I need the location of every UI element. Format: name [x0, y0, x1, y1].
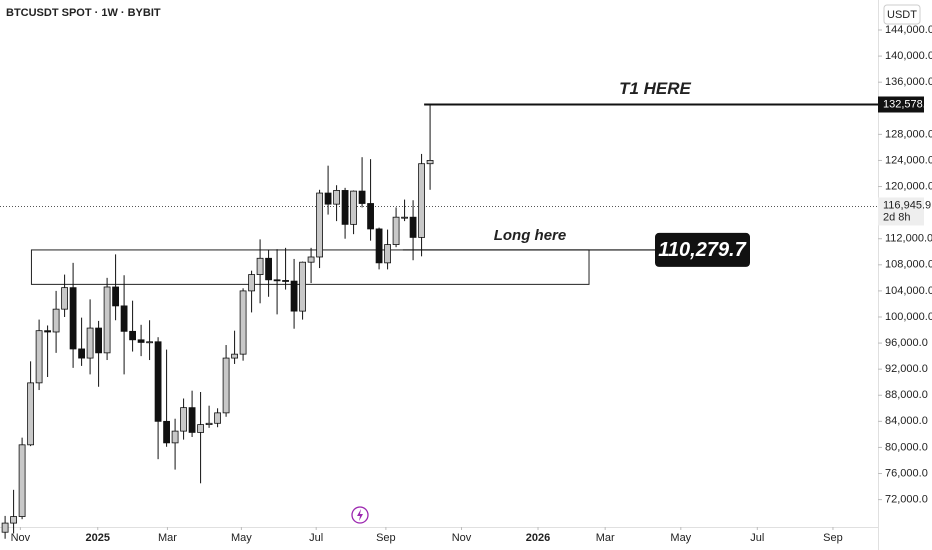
candle-body	[146, 341, 153, 344]
entry-price-label: 110,279.7	[658, 239, 746, 261]
x-tick-label: Jul	[309, 532, 323, 544]
event-icon-bolt	[357, 509, 363, 521]
candle-body	[52, 308, 60, 333]
candle-body	[214, 412, 221, 424]
candle-body	[163, 420, 170, 444]
candle-body	[248, 274, 255, 292]
candle-body	[188, 407, 196, 433]
candle-body	[120, 305, 128, 332]
target-price-label: 132,578.0	[883, 98, 932, 110]
x-tick-label: Mar	[596, 532, 615, 544]
candle-body	[27, 382, 34, 446]
candle-body	[282, 280, 289, 282]
candle-body	[95, 327, 102, 354]
currency[interactable]: USDT	[887, 9, 917, 21]
candle-body	[103, 286, 111, 354]
candle-body	[69, 287, 77, 350]
y-tick-label: 112,000.0	[885, 233, 932, 245]
candle-body	[35, 330, 43, 384]
entry-text: Long here	[494, 227, 567, 244]
candle-body	[418, 163, 425, 238]
y-tick-label: 72,000.0	[885, 494, 928, 506]
candle-body	[307, 256, 315, 263]
candle-body	[78, 348, 85, 359]
candle-body	[409, 216, 417, 238]
y-tick-label: 136,000.0	[885, 76, 932, 88]
y-tick-label: 100,000.0	[885, 311, 932, 323]
candle-body	[426, 160, 434, 165]
candle-body	[401, 216, 408, 219]
candle-body	[112, 286, 119, 307]
candle-body	[290, 280, 298, 312]
candle-body	[350, 190, 357, 225]
entry-price-box	[655, 232, 750, 267]
candle-body	[1, 522, 9, 533]
candle-body	[205, 422, 213, 426]
x-tick-label: May	[231, 532, 252, 544]
candle-body	[239, 290, 247, 355]
candle-body	[171, 430, 179, 444]
x-tick-label: 2025	[86, 532, 110, 544]
x-tick-label: May	[670, 532, 691, 544]
candle-body	[384, 244, 391, 264]
target-price-box	[878, 96, 924, 113]
candle-body	[316, 192, 323, 258]
y-tick-label: 96,000.0	[885, 337, 928, 349]
y-tick-label: 80,000.0	[885, 441, 928, 453]
y-tick-label: 84,000.0	[885, 415, 928, 427]
x-tick-label: Sep	[376, 532, 396, 544]
y-tick-label: 140,000.0	[885, 50, 932, 62]
candle-body	[265, 257, 272, 281]
candle-body	[154, 341, 162, 422]
candle-body	[222, 357, 230, 414]
currency-box[interactable]	[883, 4, 921, 25]
candle-body	[180, 407, 187, 432]
x-tick-label: 2026	[526, 532, 550, 544]
y-tick-label: 124,000.0	[885, 154, 932, 166]
symbol-title: BTCUSDT SPOT · 1W · BYBIT	[6, 7, 161, 19]
x-tick-label: Mar	[158, 532, 177, 544]
candle-body	[231, 353, 238, 359]
last-price-box	[878, 197, 924, 226]
candle-body	[44, 330, 51, 333]
candle-body	[367, 203, 374, 230]
candle-body	[341, 190, 349, 225]
y-tick-label: 128,000.0	[885, 128, 932, 140]
y-tick-label: 88,000.0	[885, 389, 928, 401]
candle-body	[299, 261, 306, 312]
candle-body	[10, 516, 17, 524]
candle-body	[137, 339, 145, 343]
candle-body	[86, 327, 94, 359]
candle-body	[324, 192, 332, 205]
last-price-label: 116,945.9	[883, 199, 931, 211]
candle-body	[256, 257, 264, 275]
x-tick-label: Nov	[11, 532, 31, 544]
candle-body	[392, 216, 400, 245]
candle-body	[61, 287, 68, 310]
y-tick-label: 144,000.0	[885, 24, 932, 36]
x-tick-label: Sep	[823, 532, 843, 544]
candle-body	[333, 190, 340, 205]
long-zone	[30, 249, 590, 285]
candle-body	[358, 190, 366, 204]
candle-body	[197, 424, 204, 433]
y-tick-label: 92,000.0	[885, 363, 928, 375]
candle-body	[129, 330, 136, 341]
candle-body	[273, 279, 281, 282]
x-tick-label: Jul	[750, 532, 764, 544]
y-tick-label: 76,000.0	[885, 467, 928, 479]
y-tick-label: 120,000.0	[885, 180, 932, 192]
y-tick-label: 104,000.0	[885, 285, 932, 297]
target-text: T1 HERE	[619, 79, 691, 98]
x-tick-label: Nov	[452, 532, 472, 544]
countdown-label: 2d 8h	[883, 211, 911, 223]
y-tick-label: 108,000.0	[885, 259, 932, 271]
candle-body	[18, 444, 26, 517]
candle-body	[375, 228, 383, 264]
